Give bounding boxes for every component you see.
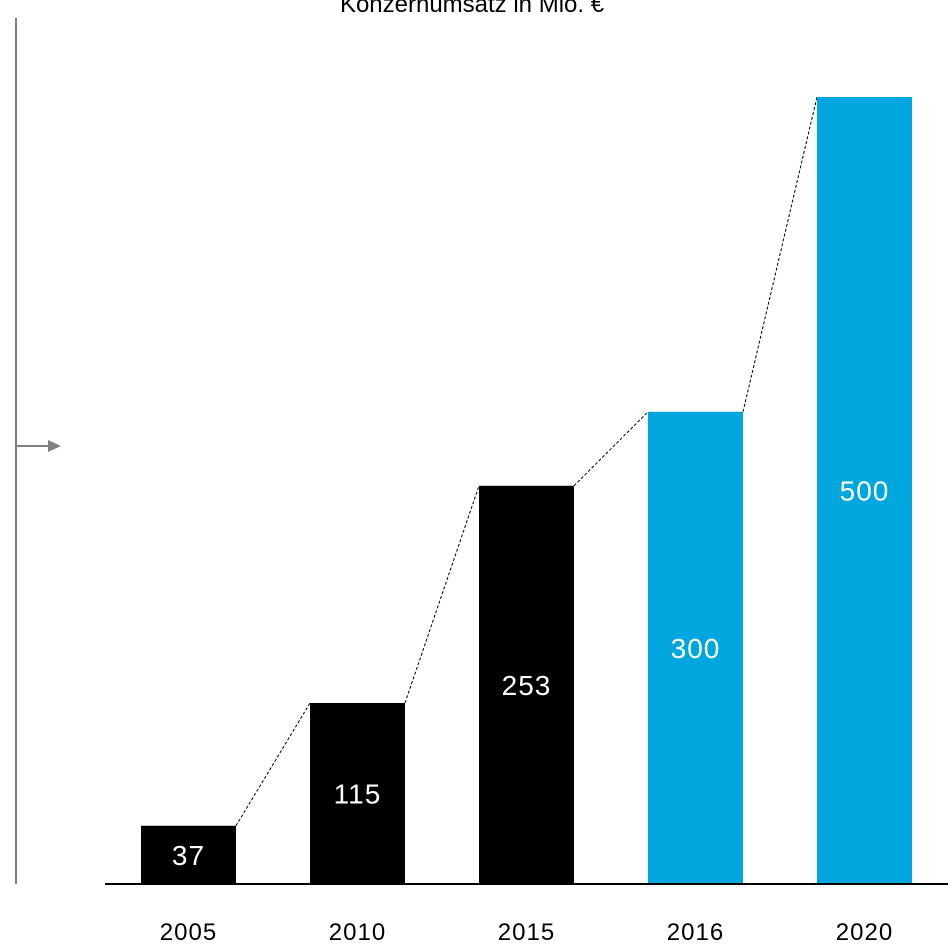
bar-2020 — [817, 97, 912, 884]
x-tick-label-2010: 2010 — [329, 919, 386, 946]
connector-lines — [235, 96, 818, 827]
bar-value-label-2020: 500 — [840, 476, 890, 507]
connector-line-2005-2010 — [235, 702, 311, 827]
x-tick-label-2015: 2015 — [498, 919, 555, 946]
x-tick-label-2020: 2020 — [836, 919, 893, 946]
bar-2016 — [648, 411, 743, 884]
x-tick-label-2016: 2016 — [667, 919, 724, 946]
bar-2010 — [310, 702, 405, 884]
bars: 37 115 253 300 500 — [141, 97, 912, 884]
bar-value-label-2015: 253 — [502, 670, 552, 701]
chart-title: Konzernumsatz in Mio. € — [340, 0, 605, 18]
x-tick-label-2005: 2005 — [160, 919, 217, 946]
bar-value-label-2005: 37 — [172, 840, 205, 871]
connector-line-2016-2020 — [742, 96, 818, 412]
connector-line-2010-2015 — [404, 485, 480, 704]
side-arrow-icon — [16, 440, 61, 452]
bar-value-label-2016: 300 — [671, 633, 721, 664]
x-tick-labels: 2005 2010 2015 2016 2020 — [160, 919, 893, 946]
connector-line-2015-2016 — [573, 411, 649, 487]
bar-2005 — [141, 825, 236, 884]
bar-2015 — [479, 485, 574, 884]
bar-value-label-2010: 115 — [334, 778, 382, 809]
